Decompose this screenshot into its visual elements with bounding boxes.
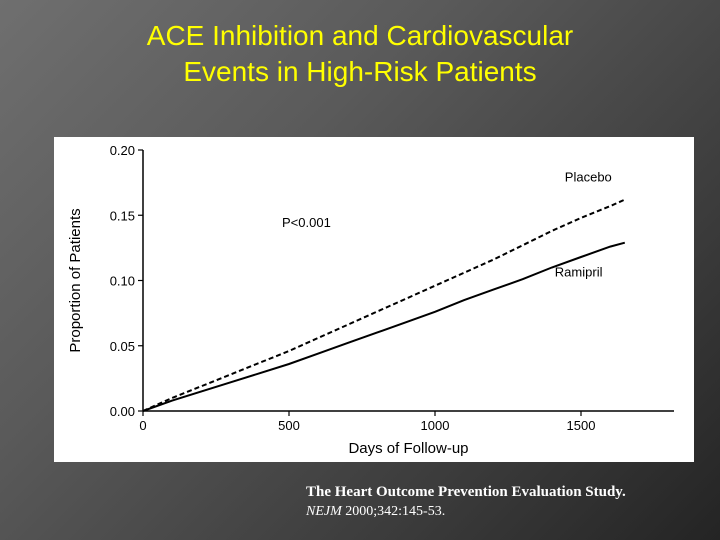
slide-title-line-2: Events in High-Risk Patients — [183, 56, 537, 87]
survival-chart: 0.00 0.05 0.10 0.15 0.20 0 500 1000 1500 Days of … — [67, 143, 674, 457]
y-tick-label: 0.20 — [110, 143, 135, 158]
slide-title-line-1: ACE Inhibition and Cardiovascular — [146, 20, 574, 51]
citation: The Heart Outcome Prevention Evaluation … — [306, 482, 716, 522]
y-tick-label: 0.15 — [110, 208, 135, 223]
x-tick-label: 500 — [278, 418, 300, 433]
x-axis-label: Days of Follow-up — [348, 440, 468, 457]
p-value-annotation: P<0.001 — [282, 215, 331, 230]
citation-journal: NEJM — [306, 504, 342, 519]
y-tick-label: 0.10 — [110, 274, 135, 289]
citation-reference-line: NEJM 2000;342:145-53. — [306, 502, 716, 522]
y-tick-label: 0.05 — [110, 339, 135, 354]
series-line-ramipril — [142, 241, 626, 412]
series-label-ramipril: Ramipril — [555, 265, 603, 280]
x-tick-label: 1500 — [567, 418, 596, 433]
series-line-placebo — [142, 198, 626, 412]
citation-study: The Heart Outcome Prevention Evaluation … — [306, 484, 626, 500]
x-tick-label: 0 — [139, 418, 146, 433]
series-label-placebo: Placebo — [565, 170, 612, 185]
y-axis-label: Proportion of Patients — [67, 208, 84, 352]
slide-title: ACE Inhibition and Cardiovascular Events… — [0, 18, 720, 90]
x-tick-label: 1000 — [421, 418, 450, 433]
chart-panel: 0.00 0.05 0.10 0.15 0.20 0 500 1000 1500 Days of … — [54, 137, 694, 462]
citation-reference: 2000;342:145-53. — [341, 504, 446, 519]
y-tick-label: 0.00 — [110, 404, 135, 419]
